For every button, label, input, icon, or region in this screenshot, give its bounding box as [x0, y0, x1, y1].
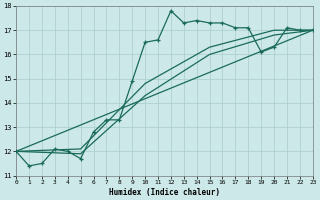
X-axis label: Humidex (Indice chaleur): Humidex (Indice chaleur) [109, 188, 220, 197]
